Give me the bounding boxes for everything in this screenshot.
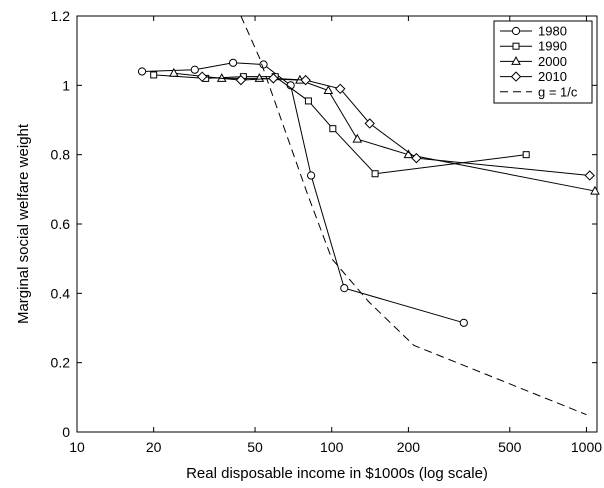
legend-box bbox=[493, 20, 593, 104]
y-tick-label: 0.8 bbox=[51, 147, 71, 163]
legend-label: 1980 bbox=[538, 24, 567, 39]
legend-marker bbox=[511, 26, 521, 36]
series-layer bbox=[137, 16, 600, 416]
legend-marker bbox=[511, 56, 521, 65]
x-tick-label: 200 bbox=[397, 439, 421, 455]
x-axis-label: Real disposable income in $1000s (log sc… bbox=[186, 465, 488, 482]
data-point bbox=[268, 73, 279, 84]
x-tick-label: 20 bbox=[146, 439, 162, 455]
series-g-1-c bbox=[240, 16, 587, 416]
data-point bbox=[340, 284, 349, 293]
data-point bbox=[329, 125, 337, 133]
y-tick-label: 1.2 bbox=[51, 8, 71, 24]
x-axis-ticks: 10 20 50 100 200 500 1000 bbox=[69, 16, 602, 455]
series-line bbox=[240, 16, 587, 416]
y-axis-ticks: 0 0.2 0.4 0.6 0.8 1 1.2 bbox=[51, 8, 597, 440]
y-axis-label: Marginal social welfare weight bbox=[15, 123, 32, 324]
data-point bbox=[228, 58, 238, 67]
data-point bbox=[459, 318, 468, 327]
data-point bbox=[371, 170, 379, 178]
series-line bbox=[153, 74, 527, 175]
series-2010 bbox=[196, 71, 595, 181]
data-point bbox=[352, 133, 363, 143]
legend-marker bbox=[512, 42, 520, 50]
series-line bbox=[202, 76, 590, 176]
series-line bbox=[142, 62, 464, 324]
legend-item: 2000 bbox=[500, 54, 567, 69]
data-point bbox=[584, 170, 595, 181]
series-1980 bbox=[137, 58, 468, 327]
data-point bbox=[307, 171, 316, 180]
data-point bbox=[335, 83, 346, 95]
x-tick-label: 100 bbox=[320, 439, 344, 455]
series-line bbox=[173, 72, 596, 192]
data-point bbox=[150, 71, 158, 79]
legend-label: 2000 bbox=[538, 54, 567, 69]
x-tick-label: 1000 bbox=[571, 439, 602, 455]
y-tick-label: 0.2 bbox=[51, 355, 71, 371]
legend-label: g = 1/c bbox=[538, 84, 578, 99]
data-point bbox=[169, 67, 179, 77]
y-tick-label: 0 bbox=[62, 424, 70, 440]
data-point bbox=[300, 74, 311, 86]
x-tick-label: 500 bbox=[498, 439, 522, 455]
y-tick-label: 0.4 bbox=[51, 285, 71, 301]
data-point bbox=[235, 74, 247, 86]
data-point bbox=[190, 65, 199, 74]
legend-item: 2010 bbox=[500, 69, 567, 84]
y-tick-label: 1 bbox=[62, 77, 70, 93]
y-tick-label: 0.6 bbox=[51, 216, 71, 232]
x-tick-label: 50 bbox=[247, 439, 263, 455]
data-point bbox=[254, 73, 265, 82]
data-point bbox=[304, 97, 312, 105]
data-point bbox=[323, 85, 334, 95]
data-point bbox=[196, 71, 208, 82]
data-point bbox=[364, 118, 375, 129]
legend-label: 1990 bbox=[538, 39, 567, 54]
legend-item: 1980 bbox=[500, 24, 567, 39]
legend-item: 1990 bbox=[500, 39, 567, 54]
legend-label: 2010 bbox=[538, 69, 567, 84]
legend-marker bbox=[510, 71, 522, 82]
x-tick-label: 10 bbox=[69, 439, 85, 455]
data-point bbox=[259, 60, 268, 69]
data-point bbox=[137, 67, 147, 76]
data-point bbox=[590, 185, 600, 195]
legend-item: g = 1/c bbox=[500, 84, 578, 99]
data-point bbox=[411, 152, 422, 164]
data-point bbox=[522, 151, 530, 159]
